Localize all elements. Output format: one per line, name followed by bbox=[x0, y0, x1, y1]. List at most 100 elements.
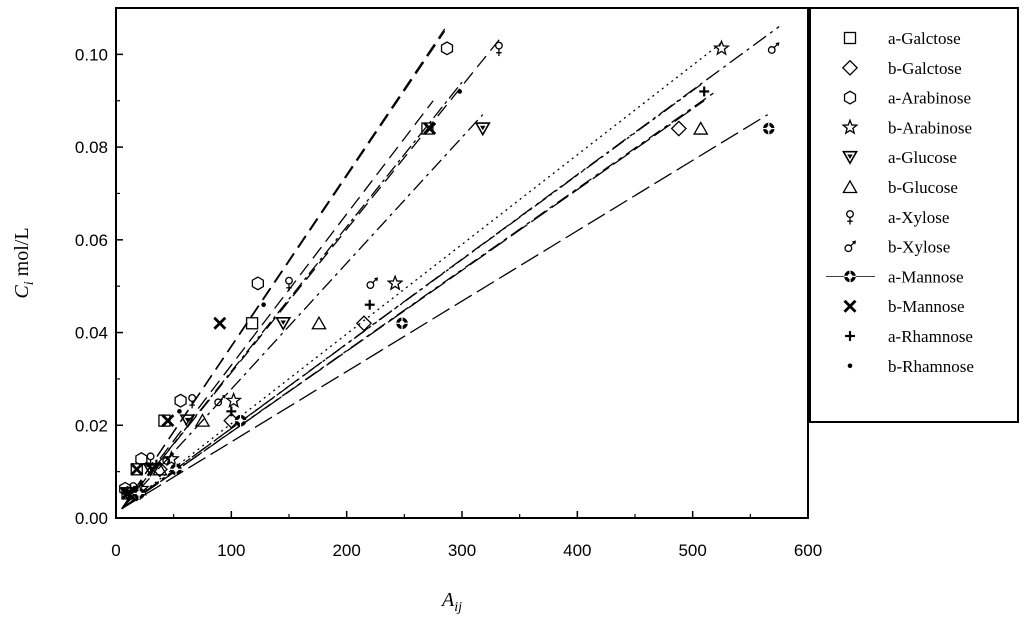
point-a-galctose bbox=[158, 414, 171, 427]
fit-line-a-mannose bbox=[121, 114, 768, 510]
point-b-glucose bbox=[194, 413, 211, 427]
fit-line-a-arabinose bbox=[121, 28, 446, 510]
point-a-galctose bbox=[130, 463, 143, 476]
legend-label-a-mannose: a-Mannose bbox=[888, 267, 964, 286]
point-b-xylose bbox=[767, 42, 780, 54]
legend-marker-b-rhamnose bbox=[847, 363, 853, 369]
x-tick-label: 100 bbox=[217, 541, 245, 560]
fit-line-b-galctose bbox=[121, 90, 717, 510]
legend-label-a-arabinose: a-Arabinose bbox=[888, 89, 971, 108]
point-b-glucose bbox=[311, 315, 327, 330]
legend-marker-a-xylose bbox=[846, 210, 854, 225]
point-b-xylose bbox=[214, 394, 226, 407]
y-tick-label: 0.02 bbox=[75, 416, 108, 435]
point-b-rhamnose bbox=[122, 488, 128, 494]
point-a-rhamnose bbox=[699, 86, 710, 97]
point-b-xylose bbox=[162, 453, 174, 465]
legend-marker-a-rhamnose bbox=[845, 331, 855, 341]
x-axis: 0 100 200 300 400 500 600 bbox=[111, 511, 822, 560]
y-tick-label: 0.10 bbox=[75, 45, 108, 64]
point-b-galctose bbox=[670, 120, 687, 137]
fit-lines bbox=[121, 26, 780, 510]
x-tick-label: 400 bbox=[563, 541, 591, 560]
legend-marker-a-arabinose bbox=[843, 90, 857, 105]
point-a-mannose bbox=[763, 122, 775, 135]
x-tick-label: 500 bbox=[678, 541, 706, 560]
legend-marker-a-mannose bbox=[844, 270, 856, 283]
point-a-xylose bbox=[494, 41, 503, 57]
legend: a-Galctose b-Galctose a-Arabinose b-Arabino… bbox=[826, 29, 974, 376]
legend-label-b-mannose: b-Mannose bbox=[888, 297, 964, 316]
y-tick-label: 0.04 bbox=[75, 324, 108, 343]
point-b-arabinose bbox=[386, 274, 404, 291]
y-tick-label: 0.08 bbox=[75, 138, 108, 157]
fit-line-b-mannose bbox=[121, 100, 434, 510]
legend-label-a-galctose: a-Galctose bbox=[888, 29, 961, 48]
legend-marker-a-galctose bbox=[843, 31, 857, 45]
point-a-xylose bbox=[285, 276, 293, 292]
legend-label-b-glucose: b-Glucose bbox=[888, 178, 958, 197]
point-a-glucose bbox=[179, 414, 196, 429]
point-b-arabinose bbox=[712, 39, 731, 56]
point-b-arabinose bbox=[225, 391, 243, 408]
y-axis: 0.00 0.02 0.04 0.06 0.08 0.10 bbox=[75, 45, 123, 528]
point-b-rhamnose bbox=[457, 89, 463, 94]
point-b-rhamnose bbox=[261, 302, 266, 308]
fit-line-a-rhamnose bbox=[121, 81, 705, 510]
point-a-glucose bbox=[474, 122, 491, 137]
legend-marker-b-galctose bbox=[841, 59, 859, 76]
x-tick-label: 600 bbox=[794, 541, 822, 560]
point-b-rhamnose bbox=[177, 409, 182, 414]
point-b-glucose bbox=[693, 121, 709, 135]
point-a-galctose bbox=[245, 317, 259, 330]
legend-marker-b-arabinose bbox=[841, 118, 859, 135]
fit-line-b-arabinose bbox=[121, 42, 722, 510]
point-a-rhamnose bbox=[364, 299, 375, 310]
point-a-galctose bbox=[421, 122, 434, 135]
legend-marker-b-xylose bbox=[844, 240, 857, 253]
y-axis-label: Ci mol/L bbox=[11, 227, 37, 298]
legend-marker-b-mannose bbox=[843, 299, 857, 313]
point-a-arabinose bbox=[174, 393, 187, 408]
point-a-glucose bbox=[275, 316, 292, 331]
x-tick-label: 0 bbox=[111, 541, 120, 560]
fit-line-b-rhamnose bbox=[121, 81, 463, 510]
legend-label-b-arabinose: b-Arabinose bbox=[888, 118, 972, 137]
y-tick-label: 0.06 bbox=[75, 231, 108, 250]
point-b-mannose bbox=[161, 414, 175, 428]
legend-label-a-xylose: a-Xylose bbox=[888, 208, 949, 227]
point-a-arabinose bbox=[440, 41, 454, 56]
point-a-mannose bbox=[396, 317, 408, 330]
x-tick-label: 200 bbox=[332, 541, 360, 560]
fit-line-b-glucose bbox=[121, 100, 705, 510]
fit-line-a-glucose bbox=[121, 114, 484, 510]
point-b-mannose bbox=[423, 122, 437, 136]
point-b-xylose bbox=[366, 277, 379, 289]
legend-label-a-rhamnose: a-Rhamnose bbox=[888, 327, 973, 346]
legend-marker-b-glucose bbox=[842, 179, 858, 194]
legend-label-b-xylose: b-Xylose bbox=[888, 238, 950, 257]
point-a-arabinose bbox=[251, 276, 264, 291]
point-a-mannose bbox=[133, 487, 145, 500]
y-tick-label: 0.00 bbox=[75, 509, 108, 528]
legend-marker-a-glucose bbox=[842, 150, 858, 165]
point-b-galctose bbox=[355, 315, 373, 332]
fit-line-a-xylose bbox=[121, 35, 503, 510]
point-b-mannose bbox=[213, 316, 227, 330]
x-tick-label: 300 bbox=[448, 541, 476, 560]
point-b-mannose bbox=[130, 462, 144, 476]
data-markers bbox=[119, 39, 780, 502]
point-a-xylose bbox=[188, 394, 197, 409]
point-a-rhamnose bbox=[226, 406, 237, 417]
legend-box bbox=[809, 7, 1019, 423]
point-a-mannose bbox=[234, 414, 247, 427]
legend-label-b-galctose: b-Galctose bbox=[888, 59, 962, 78]
point-a-rhamnose bbox=[151, 459, 162, 470]
legend-label-a-glucose: a-Glucose bbox=[888, 148, 957, 167]
x-axis-label: Aij bbox=[440, 589, 462, 615]
legend-label-b-rhamnose: b-Rhamnose bbox=[888, 357, 974, 376]
plot-frame bbox=[115, 7, 809, 519]
point-b-rhamnose bbox=[145, 462, 151, 467]
